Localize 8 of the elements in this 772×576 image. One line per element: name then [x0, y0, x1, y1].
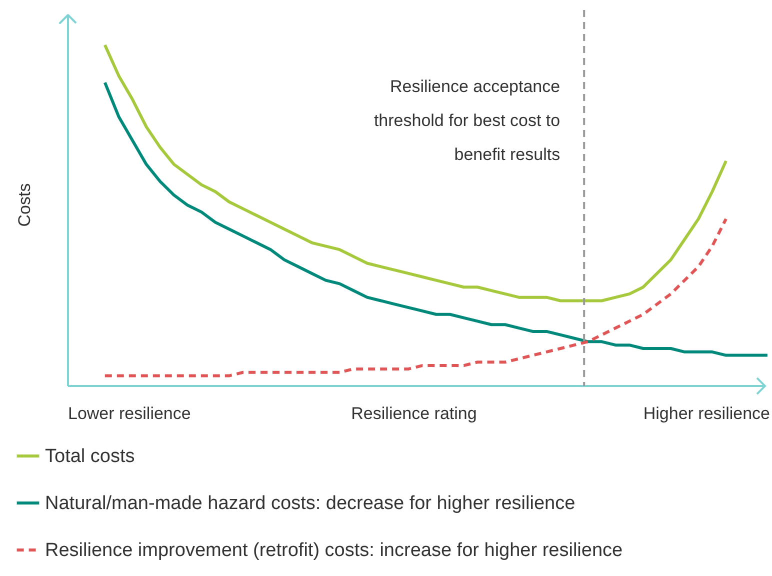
- y-axis-title: Costs: [15, 183, 34, 227]
- text: Lower resilience: [68, 404, 191, 423]
- annotation: Resilience acceptance threshold for best cost to benefit results: [374, 77, 560, 164]
- legend-label: Resilience improvement (retrofit) costs: increase for higher resilience: [45, 540, 623, 561]
- text: Higher resilience: [643, 404, 770, 423]
- x-axis-title: Resilience rating: [351, 404, 477, 423]
- legend-label: Natural/man-made hazard costs: decrease for higher resilience: [45, 493, 576, 514]
- legend-label: Total costs: [45, 446, 135, 467]
